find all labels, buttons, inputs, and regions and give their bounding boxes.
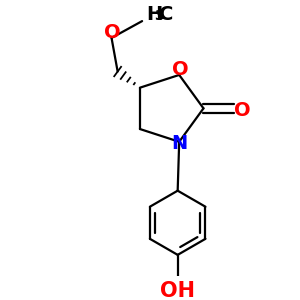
Text: C: C: [159, 5, 173, 24]
Text: 3: 3: [154, 9, 164, 23]
Text: OH: OH: [160, 281, 195, 300]
Text: O: O: [172, 60, 189, 79]
Text: O: O: [234, 101, 251, 120]
Text: O: O: [104, 23, 121, 42]
Text: N: N: [172, 134, 188, 153]
Text: H: H: [147, 5, 163, 24]
